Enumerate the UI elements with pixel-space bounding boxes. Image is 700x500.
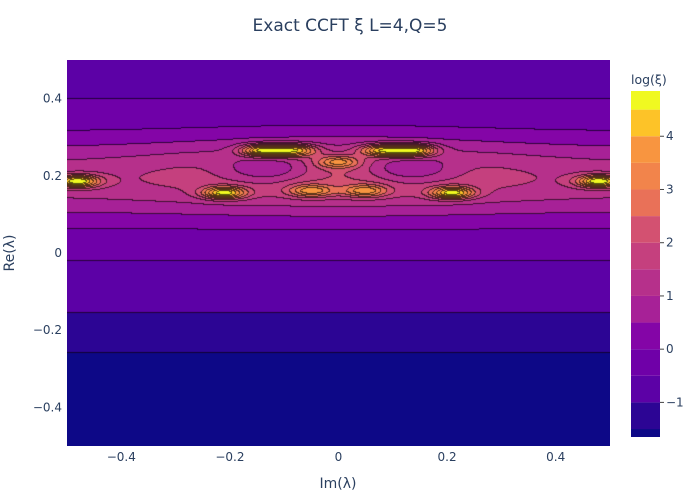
colorbar-band bbox=[631, 429, 660, 437]
y-tick-label: 0.4 bbox=[43, 92, 62, 106]
y-tick-label: 0 bbox=[54, 246, 62, 260]
colorbar-band bbox=[631, 136, 660, 163]
colorbar-band bbox=[631, 402, 660, 430]
colorbar-band bbox=[631, 349, 660, 376]
colorbar-tick-label: 2 bbox=[666, 236, 674, 250]
colorbar-band bbox=[631, 295, 660, 323]
colorbar-tick-label: 3 bbox=[666, 182, 674, 196]
colorbar-band bbox=[631, 162, 660, 190]
y-axis-ticks: 0.4 0.2 0 −0.2 −0.4 bbox=[33, 92, 62, 415]
x-axis-ticks: −0.4 −0.2 0 0.2 0.4 bbox=[107, 450, 566, 464]
x-tick-label: 0 bbox=[335, 450, 343, 464]
colorbar-tick-label: 4 bbox=[666, 129, 674, 143]
colorbar-ticks: −1 0 1 2 3 4 bbox=[660, 129, 684, 409]
colorbar-band bbox=[631, 269, 660, 296]
colorbar-bands bbox=[631, 91, 660, 437]
plot-area[interactable] bbox=[67, 60, 610, 446]
colorbar-title: log(ξ) bbox=[631, 72, 667, 87]
colorbar-tick-label: 1 bbox=[666, 289, 674, 303]
colorbar: log(ξ) −1 0 1 2 3 4 bbox=[631, 72, 684, 437]
x-tick-label: −0.2 bbox=[215, 450, 244, 464]
x-tick-label: −0.4 bbox=[107, 450, 136, 464]
colorbar-band bbox=[631, 91, 660, 110]
colorbar-band bbox=[631, 216, 660, 243]
contour-field bbox=[67, 60, 610, 446]
x-axis-title: Im(λ) bbox=[320, 476, 357, 492]
x-tick-label: 0.4 bbox=[546, 450, 565, 464]
colorbar-band bbox=[631, 375, 660, 403]
y-tick-label: −0.2 bbox=[33, 323, 62, 337]
colorbar-tick-label: −1 bbox=[666, 395, 684, 409]
y-tick-label: 0.2 bbox=[43, 169, 62, 183]
x-tick-label: 0.2 bbox=[438, 450, 457, 464]
y-axis-title: Re(λ) bbox=[2, 235, 18, 272]
chart-title: Exact CCFT ξ L=4,Q=5 bbox=[253, 16, 448, 36]
colorbar-band bbox=[631, 322, 660, 350]
colorbar-tick-label: 0 bbox=[666, 342, 674, 356]
colorbar-band bbox=[631, 109, 660, 137]
colorbar-band bbox=[631, 189, 660, 217]
colorbar-band bbox=[631, 242, 660, 270]
y-tick-label: −0.4 bbox=[33, 400, 62, 414]
